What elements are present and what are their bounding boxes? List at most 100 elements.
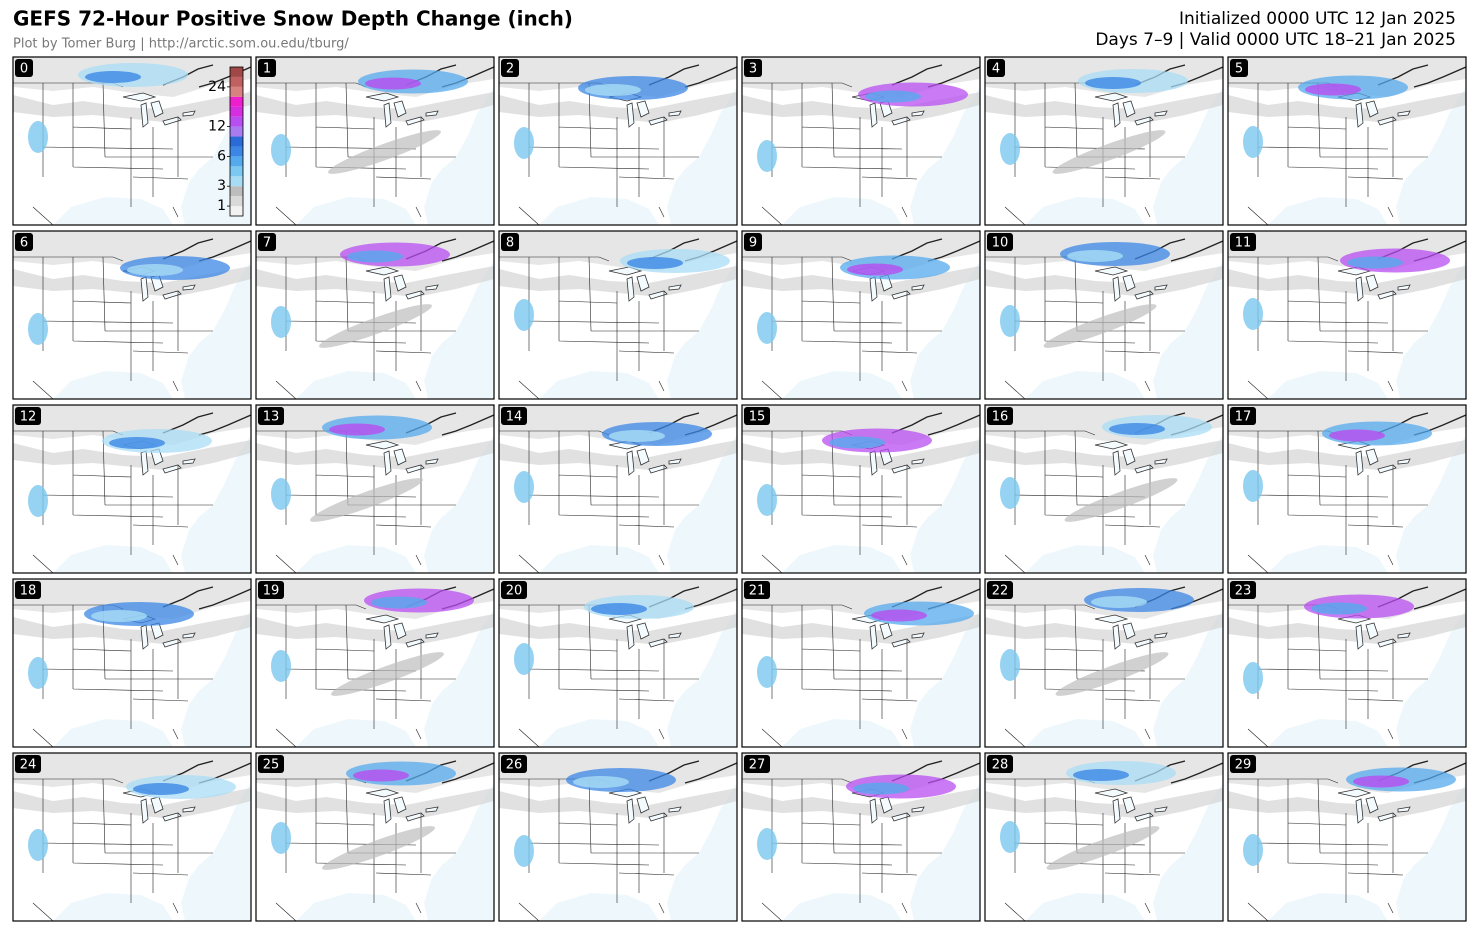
panel-border — [498, 578, 738, 748]
snow-band — [271, 650, 291, 682]
panel-label-box — [15, 59, 33, 77]
map-panel: 6 — [12, 230, 252, 400]
panel-label: 15 — [749, 410, 766, 425]
panel-border — [984, 404, 1224, 574]
snow-band — [353, 769, 409, 782]
map-panel: 3 — [741, 56, 981, 226]
snow-band — [757, 140, 777, 172]
map-content — [1228, 579, 1466, 747]
panel-label-box — [987, 59, 1005, 77]
snow-band — [28, 829, 48, 861]
snow-band — [757, 312, 777, 344]
panel-label: 9 — [749, 236, 757, 251]
map-content — [13, 57, 251, 225]
snow-band — [757, 656, 777, 688]
map-panel: 17 — [1227, 404, 1467, 574]
colorbar-bin — [230, 176, 243, 187]
map-content — [499, 753, 737, 921]
basemap — [742, 57, 980, 225]
snow-band — [847, 263, 903, 276]
panel-label-box — [501, 755, 527, 773]
basemap — [13, 231, 251, 399]
map-panel: 20 — [498, 578, 738, 748]
panel-label: 8 — [506, 236, 514, 251]
map-panel: 22 — [984, 578, 1224, 748]
snow-band — [271, 822, 291, 854]
map-panel: 15 — [741, 404, 981, 574]
panel-border — [12, 230, 252, 400]
snow-band — [1347, 256, 1403, 269]
map-panel: 9 — [741, 230, 981, 400]
snow-band — [627, 257, 683, 269]
snow-band — [829, 436, 885, 449]
colorbar-bin — [230, 166, 243, 177]
map-content — [742, 579, 980, 747]
snow-band — [28, 485, 48, 517]
map-panel: 23 — [1227, 578, 1467, 748]
map-content — [499, 231, 737, 399]
panel-border — [255, 230, 495, 400]
panel-border — [12, 578, 252, 748]
map-panel: 16 — [984, 404, 1224, 574]
map-content — [499, 57, 737, 225]
panel-label: 2 — [506, 62, 514, 77]
map-panel: 19 — [255, 578, 495, 748]
map-panel: 29 — [1227, 752, 1467, 922]
panel-label: 12 — [20, 410, 37, 425]
panel-label-box — [744, 581, 770, 599]
snow-band — [365, 77, 421, 90]
colorbar-bin — [230, 76, 243, 87]
map-panel: 10 — [984, 230, 1224, 400]
colorbar: 1 3 6 12 24 — [208, 66, 244, 217]
snow-band — [1305, 83, 1361, 96]
map-content — [256, 231, 494, 399]
panel-label: 13 — [263, 410, 280, 425]
colorbar-tick-label: 1 — [217, 198, 226, 214]
panel-border — [1227, 578, 1467, 748]
map-content — [256, 579, 494, 747]
map-content — [985, 57, 1223, 225]
panel-label: 18 — [20, 584, 37, 599]
map-content — [985, 579, 1223, 747]
panel-label: 6 — [20, 236, 28, 251]
snow-band — [109, 437, 165, 449]
panel-label: 3 — [749, 62, 757, 77]
snow-band — [865, 90, 921, 103]
panel-border — [498, 230, 738, 400]
snow-band — [1243, 834, 1263, 866]
map-content — [499, 405, 737, 573]
map-content — [13, 753, 251, 921]
panel-border — [984, 230, 1224, 400]
snow-band — [573, 776, 629, 788]
colorbar-bin — [230, 186, 243, 197]
panel-label-box — [501, 581, 527, 599]
colorbar-bin — [230, 206, 243, 216]
panel-border — [1227, 56, 1467, 226]
panel-label-box — [744, 233, 762, 251]
panel-label-box — [258, 581, 284, 599]
snow-band — [329, 423, 385, 436]
panel-border — [498, 752, 738, 922]
colorbar-bin — [230, 196, 243, 207]
colorbar-bin — [230, 86, 243, 97]
snow-band — [28, 313, 48, 345]
panel-label-box — [744, 755, 770, 773]
panel-label-box — [1230, 407, 1256, 425]
map-panel: 2 — [498, 56, 738, 226]
snow-band — [757, 828, 777, 860]
map-panel: 1 — [255, 56, 495, 226]
map-content — [13, 231, 251, 399]
map-content — [985, 753, 1223, 921]
colorbar-bin — [230, 67, 243, 77]
panel-border — [12, 752, 252, 922]
map-panel: 25 — [255, 752, 495, 922]
panel-label-box — [258, 407, 284, 425]
panel-label-box — [501, 407, 527, 425]
credit: Plot by Tomer Burg | http://arctic.som.o… — [13, 37, 349, 52]
map-content — [256, 57, 494, 225]
panel-label-box — [987, 233, 1013, 251]
panel-label-box — [15, 407, 41, 425]
snow-band — [28, 657, 48, 689]
snow-band — [322, 826, 435, 870]
panel-label: 27 — [749, 758, 766, 773]
